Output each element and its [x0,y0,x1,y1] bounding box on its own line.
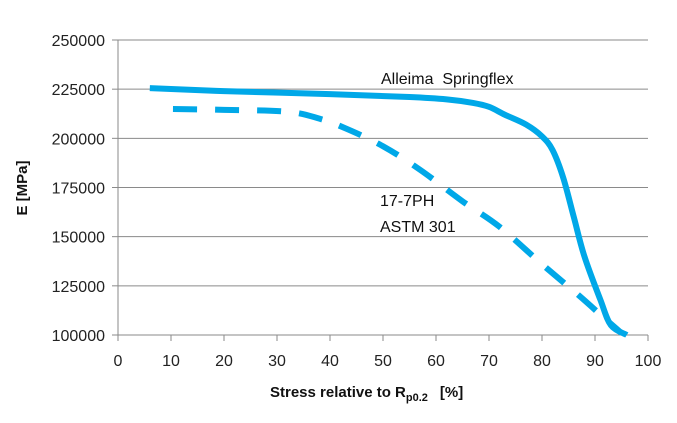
x-tick-label: 100 [635,353,662,370]
x-tick-labels: 0 10 20 30 40 50 60 70 80 90 100 [114,353,662,370]
x-tick-label: 40 [321,353,339,370]
x-tick-label: 90 [586,353,604,370]
x-tick-label: 10 [162,353,180,370]
x-axis-title-subscript: p0.2 [406,392,428,404]
x-tick-label: 80 [533,353,551,370]
y-tick-label: 100000 [52,328,105,345]
x-tick-label: 70 [480,353,498,370]
x-tick-label: 30 [268,353,286,370]
y-tick-label: 125000 [52,279,105,296]
axes [112,39,649,341]
x-tick-label: 50 [374,353,392,370]
x-tick-label: 0 [114,353,123,370]
y-tick-labels: 100000 125000 150000 175000 200000 225000 2500… [52,33,105,345]
annotation-astm-301: ASTM 301 [380,219,456,236]
y-tick-label: 250000 [52,33,105,50]
y-tick-label: 175000 [52,181,105,198]
x-tick-label: 20 [215,353,233,370]
x-axis-title-main: Stress relative to R [270,384,406,401]
annotation-17-7ph: 17-7PH [380,193,434,210]
y-tick-label: 200000 [52,131,105,148]
series-line-alleima-springflex [149,85,629,338]
series-line-17-7ph-astm-301 [155,105,624,336]
x-axis-title: Stress relative to Rp0.2 [%] [270,384,463,404]
x-axis-title-suffix: [%] [440,384,463,401]
y-axis-title: E [MPa] [14,160,31,215]
x-tick-label: 60 [427,353,445,370]
annotation-springflex: Alleima Springflex [381,71,514,88]
series-lines [149,85,629,338]
y-tick-label: 225000 [52,82,105,99]
y-tick-label: 150000 [52,230,105,247]
